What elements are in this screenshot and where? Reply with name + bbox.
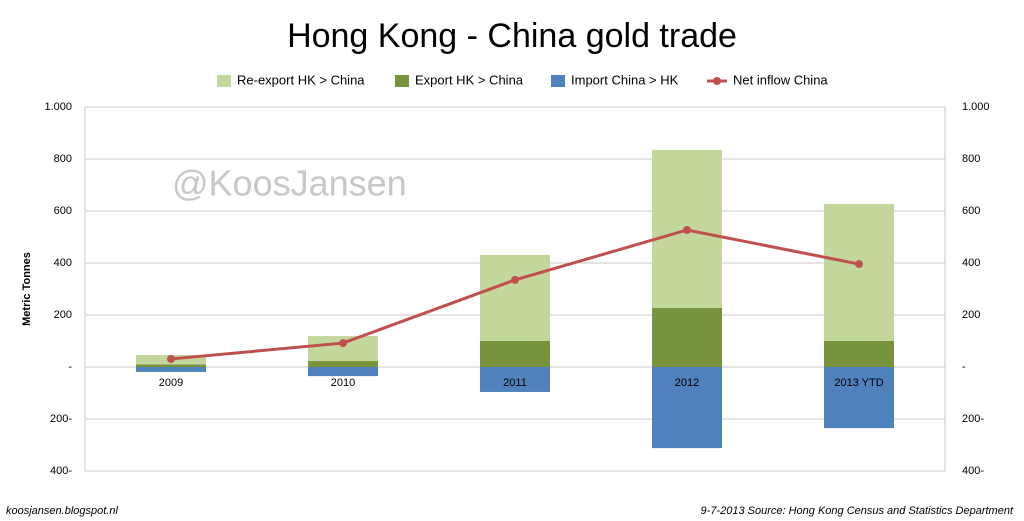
line-marker (511, 275, 519, 284)
line-marker (167, 354, 175, 363)
bar-segment (308, 361, 378, 367)
footer-right: 9-7-2013 Source: Hong Kong Census and St… (701, 505, 1014, 517)
legend-label: Re-export HK > China (237, 72, 365, 87)
bar-segment (824, 341, 894, 367)
y-tick-label: 200- (50, 413, 72, 425)
y-axis-label: Metric Tonnes (21, 252, 33, 326)
legend-label: Net inflow China (733, 72, 828, 87)
y2-tick-label: 800 (962, 153, 980, 165)
y2-tick-label: 1.000 (962, 101, 990, 113)
footer-left: koosjansen.blogspot.nl (6, 505, 118, 517)
bar-segment (480, 254, 550, 341)
line-marker (855, 260, 863, 269)
legend-label: Import China > HK (571, 72, 679, 87)
y2-tick-label: 400- (962, 465, 984, 477)
bar-segment (824, 203, 894, 341)
y2-tick-label: 200- (962, 413, 984, 425)
watermark: @KoosJansen (172, 163, 407, 204)
bar-segment (136, 364, 206, 367)
bar-segment (308, 367, 378, 377)
y-tick-label: 1.000 (44, 101, 72, 113)
y2-tick-label: 400 (962, 257, 980, 269)
bar-segment (652, 367, 722, 449)
line-marker (339, 339, 347, 348)
y2-tick-label: 200 (962, 309, 980, 321)
y-tick-label: 400- (50, 465, 72, 477)
y-tick-label: 600 (54, 205, 72, 217)
line-marker (683, 225, 691, 234)
bar-segment (824, 367, 894, 429)
x-tick-label: 2013 YTD (834, 377, 883, 389)
legend-swatch (395, 75, 409, 87)
bar-segment (480, 367, 550, 392)
bar-segment (136, 367, 206, 372)
y2-tick-label: 600 (962, 205, 980, 217)
legend-label: Export HK > China (415, 72, 524, 87)
y-tick-label: - (68, 361, 72, 373)
x-tick-label: 2009 (159, 377, 183, 389)
x-tick-label: 2011 (503, 377, 527, 389)
x-tick-label: 2010 (331, 377, 355, 389)
y-tick-label: 800 (54, 153, 72, 165)
y2-tick-label: - (962, 361, 966, 373)
legend-swatch (217, 75, 231, 87)
legend-swatch (713, 77, 721, 85)
bar-segment (652, 307, 722, 367)
y-tick-label: 400 (54, 257, 72, 269)
y-tick-label: 200 (54, 309, 72, 321)
x-tick-label: 2012 (675, 377, 699, 389)
chart-title: Hong Kong - China gold trade (287, 17, 737, 55)
legend-swatch (551, 75, 565, 87)
bar-segment (480, 341, 550, 367)
